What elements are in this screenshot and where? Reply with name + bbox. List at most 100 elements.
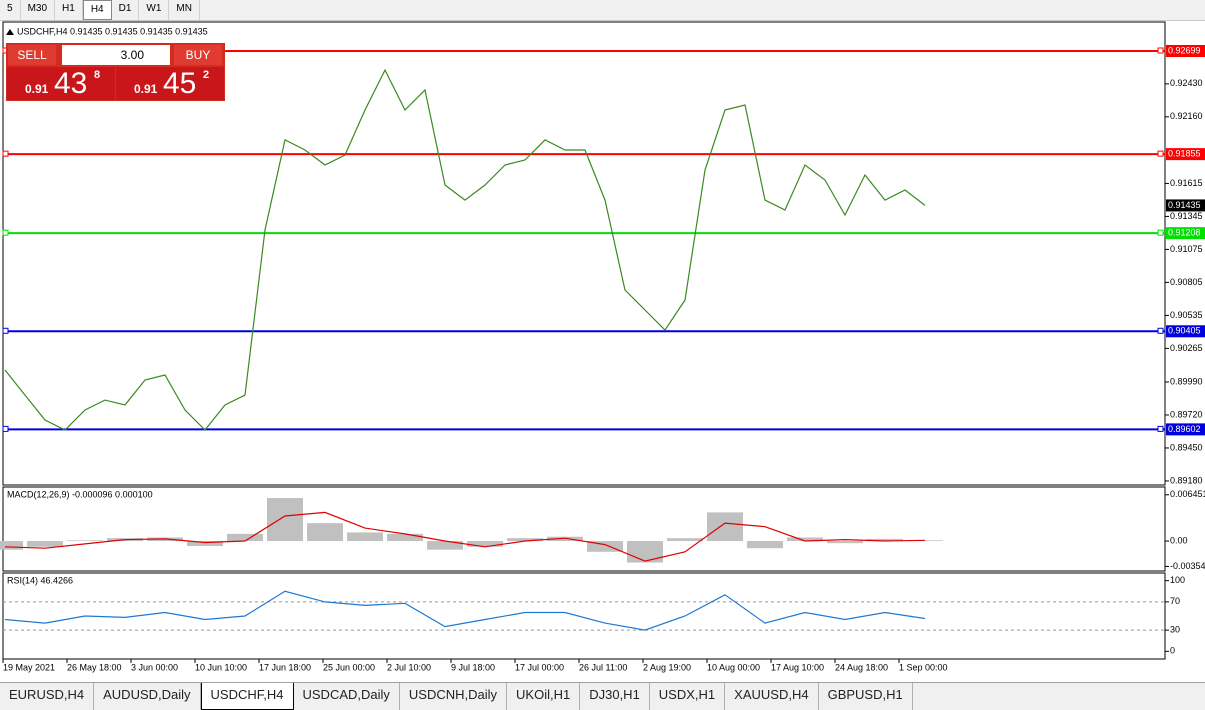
macd-bar xyxy=(587,541,623,552)
y-tick-label: 0.92160 xyxy=(1170,111,1203,121)
x-tick-label: 9 Jul 18:00 xyxy=(451,662,495,672)
signal-line xyxy=(4,511,926,562)
level-handle xyxy=(2,327,9,334)
chart-tab[interactable]: USDCAD,Daily xyxy=(294,683,400,710)
x-tick-label: 24 Aug 18:00 xyxy=(835,662,888,672)
buy-button[interactable]: BUY xyxy=(174,45,222,65)
y-tick-label: 0.91345 xyxy=(1170,211,1203,221)
y-tick-label: 0.89180 xyxy=(1170,475,1203,485)
timeframe-button[interactable]: MN xyxy=(169,0,200,20)
x-tick-label: 17 Jul 00:00 xyxy=(515,662,564,672)
x-tick-label: 10 Aug 00:00 xyxy=(707,662,760,672)
level-label: 0.89602 xyxy=(1168,424,1201,434)
y-tick-label: 0.006451 xyxy=(1170,489,1205,499)
chart-tabs: EURUSD,H4 AUDUSD,Daily USDCHF,H4 USDCAD,Dai… xyxy=(0,682,1205,710)
level-label: 0.91208 xyxy=(1168,228,1201,238)
x-tick-label: 17 Jun 18:00 xyxy=(259,662,311,672)
y-tick-label: 0.92430 xyxy=(1170,78,1203,88)
y-tick-label: 0.91075 xyxy=(1170,244,1203,254)
macd-bar xyxy=(747,541,783,549)
x-tick-label: 2 Jul 10:00 xyxy=(387,662,431,672)
x-tick-label: 25 Jun 00:00 xyxy=(323,662,375,672)
macd-bar xyxy=(827,541,863,544)
chart-tab[interactable]: DJ30,H1 xyxy=(580,683,650,710)
x-tick-label: 10 Jun 10:00 xyxy=(195,662,247,672)
bid-fraction: 8 xyxy=(94,69,101,81)
chart-tab[interactable]: XAUUSD,H4 xyxy=(725,683,819,710)
main-pane-frame xyxy=(2,21,1166,486)
macd-bar xyxy=(0,541,23,550)
chart-tab[interactable]: AUDUSD,Daily xyxy=(94,683,201,710)
macd-bar xyxy=(347,532,383,542)
y-tick-label: 100 xyxy=(1170,575,1185,585)
chart-tab[interactable]: UKOil,H1 xyxy=(507,683,581,710)
x-tick-label: 26 Jul 11:00 xyxy=(579,662,627,672)
level-handle xyxy=(2,229,9,236)
collapse-icon xyxy=(6,29,14,35)
y-tick-label: 0.89450 xyxy=(1170,442,1203,452)
sell-button[interactable]: SELL xyxy=(8,45,56,65)
macd-bar xyxy=(707,512,743,542)
bid-box[interactable]: 0.91 43 8 xyxy=(7,67,115,100)
rsi-pane-frame xyxy=(2,572,1166,660)
level-label-bg xyxy=(1166,423,1205,436)
timeframe-button[interactable]: H1 xyxy=(55,0,83,20)
y-tick-label: 0.90805 xyxy=(1170,277,1203,287)
timeframe-button[interactable]: 5 xyxy=(0,0,21,20)
x-tick-label: 2 Aug 19:00 xyxy=(643,662,691,672)
macd-bar xyxy=(467,541,503,547)
ask-pips: 45 xyxy=(163,67,197,100)
rsi-line xyxy=(4,590,926,631)
macd-title: MACD(12,26,9) -0.000096 0.000100 xyxy=(7,489,153,499)
y-tick-label: 0.89720 xyxy=(1170,409,1203,419)
rsi-title: RSI(14) 46.4266 xyxy=(7,575,73,585)
ask-fraction: 2 xyxy=(203,69,210,81)
macd-bar xyxy=(67,540,103,542)
macd-bar xyxy=(867,538,903,542)
ask-big-figure: 0.91 xyxy=(134,82,158,96)
macd-bar xyxy=(27,541,63,547)
timeframe-button[interactable]: D1 xyxy=(112,0,140,20)
macd-bar xyxy=(667,538,703,542)
level-label: 0.90405 xyxy=(1168,326,1201,336)
current-price-bg xyxy=(1166,199,1205,212)
level-handle xyxy=(2,425,9,432)
level-handle xyxy=(2,150,9,157)
chart-tab[interactable]: USDCHF,H4 xyxy=(200,683,294,710)
level-handle xyxy=(1157,327,1164,334)
y-tick-label: 0.00 xyxy=(1170,535,1188,545)
x-tick-label: 19 May 2021 xyxy=(3,662,55,672)
macd-bar xyxy=(547,536,583,542)
chart-tab[interactable]: USDCNH,Daily xyxy=(400,683,508,710)
macd-bar xyxy=(627,541,663,563)
price-line xyxy=(4,68,926,431)
timeframe-button[interactable]: M30 xyxy=(21,0,56,20)
y-tick-label: 0.90265 xyxy=(1170,343,1203,353)
level-label-bg xyxy=(1166,227,1205,240)
chart-tab[interactable]: EURUSD,H4 xyxy=(0,683,95,710)
x-tick-label: 1 Sep 00:00 xyxy=(899,662,948,672)
level-handle xyxy=(1157,150,1164,157)
x-tick-label: 3 Jun 00:00 xyxy=(131,662,178,672)
macd-bar xyxy=(427,541,463,550)
chart-tab[interactable]: GBPUSD,H1 xyxy=(819,683,913,710)
level-handle xyxy=(1157,425,1164,432)
chart-tab[interactable]: USDX,H1 xyxy=(650,683,726,710)
timeframe-button[interactable]: H4 xyxy=(82,0,112,20)
bid-pips: 43 xyxy=(54,67,88,100)
timeframe-button[interactable]: W1 xyxy=(139,0,170,20)
macd-bar xyxy=(307,523,343,542)
y-tick-label: 0.91615 xyxy=(1170,178,1203,188)
macd-pane-frame xyxy=(2,486,1166,572)
y-tick-label: 70 xyxy=(1170,596,1180,606)
level-label-bg xyxy=(1166,148,1205,161)
y-tick-label: 0 xyxy=(1170,646,1175,656)
one-click-trading: SELL 3.00 BUY 0.91 43 8 0.91 45 2 xyxy=(6,43,225,101)
level-handle xyxy=(1157,229,1164,236)
chart-window: USDCHF,H4 0.91435 0.91435 0.91435 0.9143… xyxy=(0,21,1205,672)
macd-bar xyxy=(227,533,263,542)
volume-input[interactable]: 3.00 xyxy=(62,45,170,65)
y-tick-label: 0.90535 xyxy=(1170,310,1203,320)
ask-box[interactable]: 0.91 45 2 xyxy=(116,67,224,100)
